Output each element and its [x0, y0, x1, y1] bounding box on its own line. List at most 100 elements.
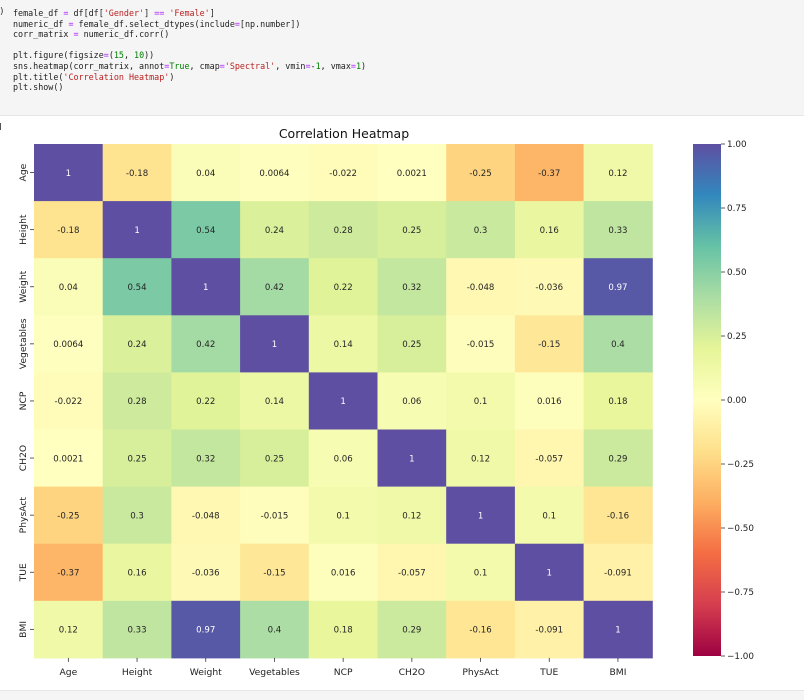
heatmap-cell: [102, 144, 172, 202]
y-tick-label: Weight: [18, 270, 29, 302]
heatmap-cell: [171, 201, 241, 259]
heatmap-cell: [34, 372, 104, 430]
heatmap-figure: Correlation Heatmap 1 -0.18 0.04 0.0064 -0.0…: [18, 126, 754, 678]
cell-annotation: 0.28: [127, 397, 146, 407]
cell-annotation: 0.016: [331, 568, 356, 578]
code-line: plt.title('Correlation Heatmap'): [13, 71, 175, 82]
colorbar-tick-label: 0.00: [727, 396, 747, 406]
cell-annotation: -0.036: [535, 283, 563, 293]
heatmap-cell: [446, 144, 516, 202]
x-tick-label: Weight: [190, 667, 222, 678]
heatmap-cell: [583, 315, 653, 373]
cell-annotation: 0.3: [474, 226, 488, 236]
cell-annotation: 0.32: [402, 283, 421, 293]
heatmap-cell: [514, 600, 585, 659]
heatmap-cell: [240, 372, 310, 430]
heatmap-cell: [583, 201, 653, 259]
heatmap-cell: [240, 543, 310, 602]
cell-annotation: 0.18: [608, 397, 627, 407]
cell-annotation: 0.1: [474, 397, 488, 407]
heatmap-cell: [514, 144, 585, 202]
heatmap-cell: [171, 372, 241, 430]
cell-annotation: 1: [409, 454, 414, 464]
heatmap-cell: [446, 372, 516, 430]
heatmap-cell: [446, 429, 516, 488]
cell-annotation: 0.16: [540, 226, 559, 236]
heatmap-cell: [240, 429, 310, 488]
heatmap-cell: [171, 315, 241, 373]
x-tick-label: TUE: [539, 667, 558, 678]
heatmap-cell: [446, 543, 516, 602]
cell-annotation: 0.04: [196, 169, 215, 179]
y-tick-label: Vegetables: [18, 318, 29, 369]
heatmap-cell: [377, 144, 447, 202]
heatmap-cell: [171, 258, 241, 316]
heatmap-cell: [308, 372, 378, 430]
y-tick-label: Height: [18, 214, 29, 245]
heatmap-cell: [34, 543, 104, 602]
code-line: sns.heatmap(corr_matrix, annot=True, cma…: [13, 60, 367, 71]
heatmap-cell: [102, 201, 172, 259]
colorbar: [693, 144, 721, 656]
cell-annotation: -0.057: [535, 454, 563, 464]
heatmap-cell: [34, 600, 104, 659]
heatmap-cell: [514, 372, 585, 430]
heatmap-cell: [377, 600, 447, 659]
colorbar-tick-label: 0.75: [727, 204, 747, 214]
heatmap-cell: [308, 144, 378, 202]
heatmap-cell: [377, 315, 447, 373]
code-line: numeric_df = female_df.select_dtypes(inc…: [13, 18, 301, 29]
heatmap-cell: [583, 372, 653, 430]
cell-annotation: 0.0021: [397, 169, 427, 179]
cell-annotation: 0.0064: [53, 340, 83, 350]
colorbar-tick-label: −1.00: [727, 652, 754, 662]
cell-annotation: 0.14: [265, 397, 284, 407]
cell-annotation: 0.016: [537, 397, 562, 407]
heatmap-cell: [583, 144, 653, 202]
cell-annotation: -0.25: [57, 511, 79, 521]
cell-annotation: 0.33: [127, 626, 146, 636]
cell-annotation: -0.036: [192, 568, 220, 578]
heatmap-cell: [34, 315, 104, 373]
colorbar-tick-label: −0.50: [727, 524, 754, 534]
cell-annotation: 1: [547, 568, 552, 578]
code-line: female_df = df[df['Gender'] == 'Female']: [13, 8, 215, 18]
cell-annotation: -0.091: [535, 626, 563, 636]
code-line: plt.figure(figsize=(15, 10)): [13, 50, 155, 61]
heatmap-cell: [446, 486, 516, 545]
code-cell[interactable]: ) female_df = df[df['Gender'] == 'Female…: [0, 0, 804, 116]
heatmap-cell: [377, 486, 447, 545]
cell-annotation: -0.18: [57, 226, 79, 236]
cell-annotation: 0.54: [127, 283, 146, 293]
cell-annotation: -0.022: [54, 397, 82, 407]
heatmap-cell: [583, 600, 653, 659]
code-editor[interactable]: female_df = df[df['Gender'] == 'Female']…: [13, 8, 366, 93]
cell-annotation: 0.0021: [53, 454, 83, 464]
cell-annotation: 0.97: [196, 626, 215, 636]
heatmap-cell: [446, 600, 516, 659]
output-collapse-indicator[interactable]: [0, 123, 5, 130]
cell-annotation: 0.28: [334, 226, 353, 236]
cell-annotation: 0.24: [127, 340, 146, 350]
heatmap-cell: [446, 201, 516, 259]
cell-annotation: 0.29: [608, 454, 627, 464]
cell-annotation: 1: [203, 283, 208, 293]
cell-annotation: 0.4: [268, 626, 282, 636]
cell-annotation: 0.4: [611, 340, 625, 350]
heatmap-cell: [377, 372, 447, 430]
heatmap-cell: [308, 258, 378, 316]
x-tick-label: Height: [122, 667, 153, 678]
cell-annotation: -0.25: [469, 169, 491, 179]
heatmap-cell: [583, 486, 653, 545]
cell-annotation: 0.18: [334, 626, 353, 636]
heatmap-cell: [308, 486, 378, 545]
cell-annotation: -0.022: [329, 169, 357, 179]
cell-annotation: 1: [615, 626, 620, 636]
cell-annotation: -0.37: [57, 568, 79, 578]
cell-annotation: -0.18: [126, 169, 148, 179]
y-tick-label: BMI: [18, 621, 29, 638]
cell-annotation: 0.16: [127, 568, 146, 578]
heatmap-cell: [240, 144, 310, 202]
cell-annotation: 0.12: [402, 511, 421, 521]
heatmap-cell: [308, 543, 378, 602]
